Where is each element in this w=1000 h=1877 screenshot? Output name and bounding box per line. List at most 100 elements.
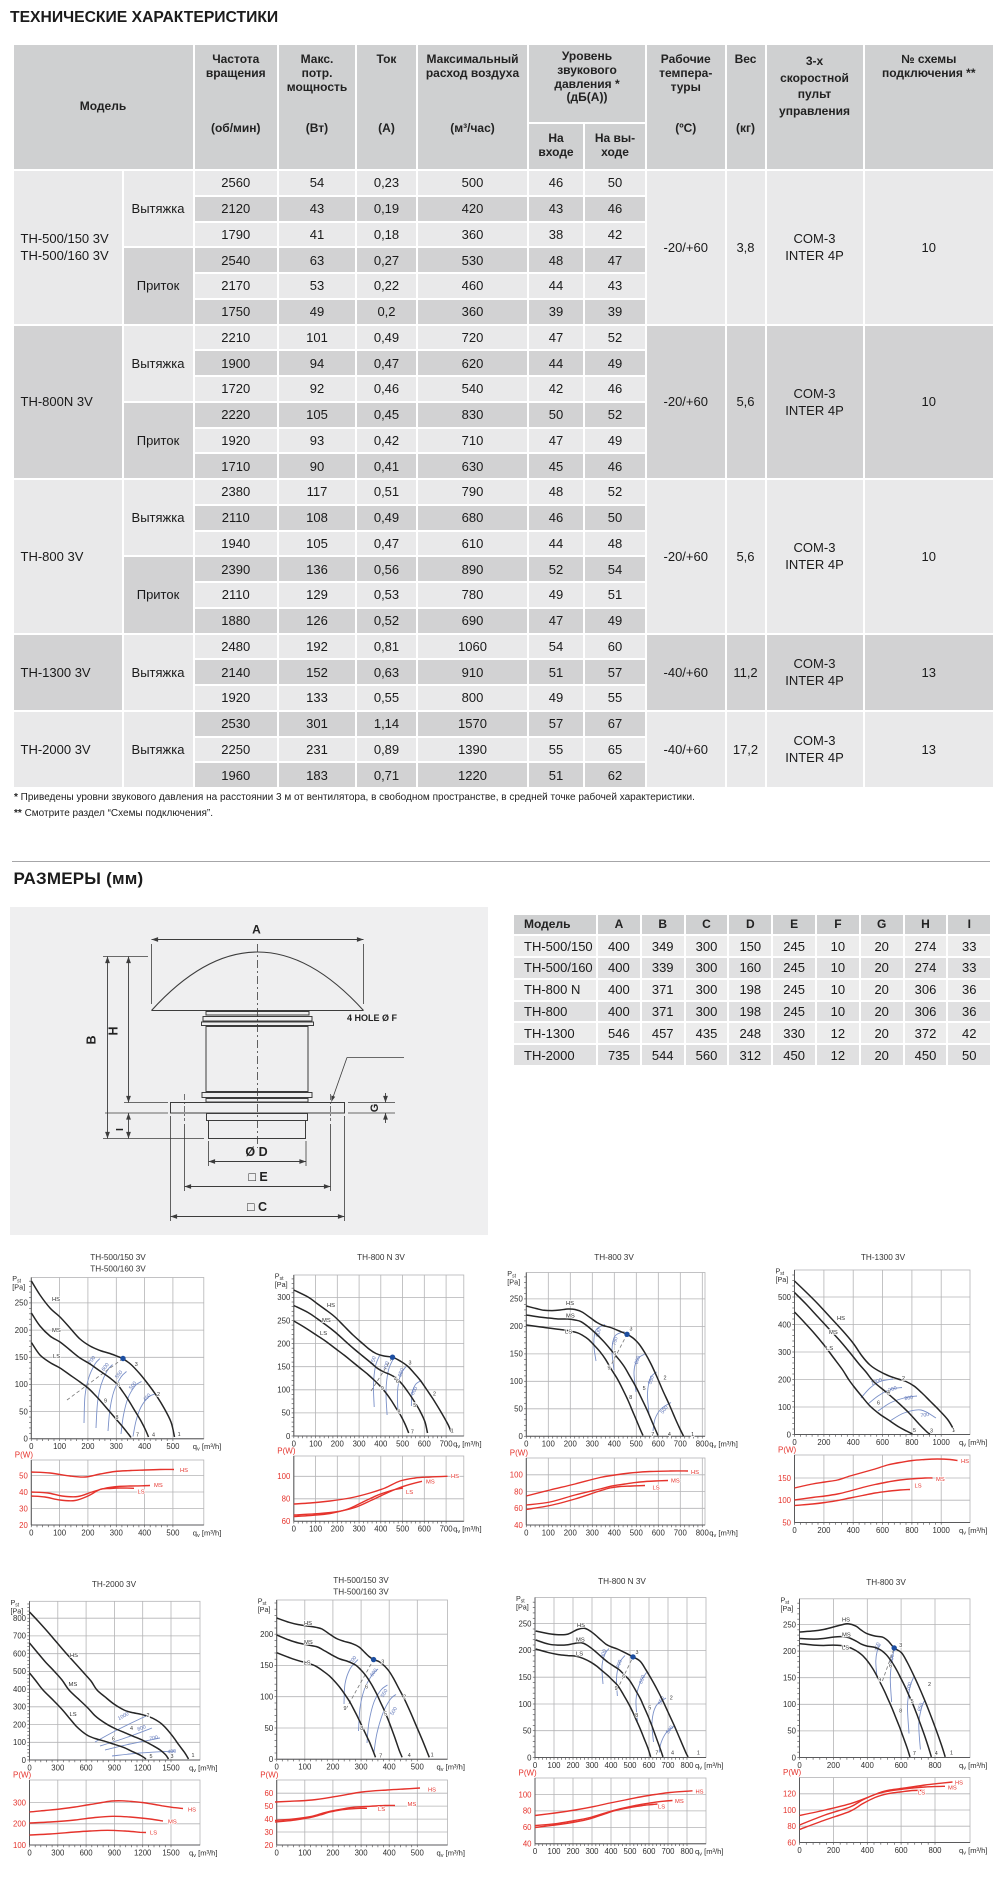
svg-text:LS: LS <box>138 1490 145 1496</box>
svg-text:300: 300 <box>51 1848 65 1857</box>
svg-text:0: 0 <box>275 1763 280 1772</box>
svg-text:650: 650 <box>397 1368 405 1378</box>
svg-text:600: 600 <box>101 1362 111 1373</box>
svg-text:0: 0 <box>286 1432 291 1441</box>
svg-text:P(W): P(W) <box>15 1451 34 1460</box>
svg-text:200: 200 <box>277 1339 291 1348</box>
svg-text:9: 9 <box>344 1706 347 1712</box>
svg-text:300: 300 <box>355 1848 369 1857</box>
svg-text:9: 9 <box>615 1686 618 1692</box>
svg-text:700: 700 <box>440 1525 454 1534</box>
svg-text:8: 8 <box>116 1415 119 1421</box>
svg-text:1: 1 <box>451 1429 454 1435</box>
svg-text:0: 0 <box>29 1442 34 1451</box>
svg-text:600: 600 <box>895 1846 909 1855</box>
svg-text:550: 550 <box>657 1695 666 1705</box>
svg-text:800: 800 <box>696 1528 710 1537</box>
svg-text:qv [m³/h]: qv [m³/h] <box>189 1848 218 1859</box>
svg-text:600: 600 <box>369 1668 379 1679</box>
svg-text:7: 7 <box>913 1751 916 1757</box>
svg-text:800: 800 <box>595 1328 603 1338</box>
svg-text:0: 0 <box>22 1756 27 1765</box>
svg-text:[Pa]: [Pa] <box>12 1283 25 1292</box>
svg-text:250: 250 <box>783 1620 797 1629</box>
svg-text:0: 0 <box>787 1430 792 1439</box>
svg-text:600: 600 <box>634 1355 642 1365</box>
svg-text:550: 550 <box>380 1688 390 1699</box>
svg-text:100: 100 <box>778 1403 792 1412</box>
svg-text:TH-800 3V: TH-800 3V <box>866 1578 906 1587</box>
svg-text:600: 600 <box>652 1440 666 1449</box>
svg-text:1000: 1000 <box>870 1377 883 1387</box>
svg-text:500: 500 <box>623 1761 637 1770</box>
svg-text:200: 200 <box>566 1847 580 1856</box>
svg-text:500: 500 <box>623 1847 637 1856</box>
svg-text:2: 2 <box>433 1392 436 1398</box>
svg-text:800: 800 <box>904 1395 914 1402</box>
svg-text:100: 100 <box>309 1525 323 1534</box>
svg-text:1: 1 <box>950 1751 953 1757</box>
svg-text:LS: LS <box>915 1484 922 1490</box>
svg-text:700: 700 <box>906 1682 914 1692</box>
svg-text:5: 5 <box>648 1706 651 1712</box>
svg-text:50: 50 <box>19 1407 28 1416</box>
svg-text:MS: MS <box>829 1330 838 1336</box>
svg-text:200: 200 <box>15 1326 29 1335</box>
svg-text:HS: HS <box>451 1474 459 1480</box>
svg-text:0: 0 <box>797 1761 802 1770</box>
svg-text:700: 700 <box>440 1439 454 1448</box>
svg-text:3: 3 <box>409 1361 412 1367</box>
svg-text:100: 100 <box>277 1472 291 1481</box>
svg-text:100: 100 <box>260 1693 274 1702</box>
svg-text:[Pa]: [Pa] <box>516 1603 529 1612</box>
svg-text:LS: LS <box>658 1805 665 1811</box>
svg-text:700: 700 <box>87 1355 97 1366</box>
svg-text:MS: MS <box>566 1314 575 1320</box>
svg-text:150: 150 <box>510 1350 524 1359</box>
svg-text:300: 300 <box>277 1293 291 1302</box>
svg-text:200: 200 <box>566 1761 580 1770</box>
svg-text:0: 0 <box>27 1763 32 1772</box>
svg-text:80: 80 <box>514 1487 523 1496</box>
svg-text:3: 3 <box>381 1660 384 1666</box>
svg-text:1500: 1500 <box>162 1763 180 1772</box>
svg-text:700: 700 <box>674 1440 688 1449</box>
svg-text:0: 0 <box>27 1848 32 1857</box>
svg-text:200: 200 <box>326 1763 340 1772</box>
svg-text:300: 300 <box>585 1761 599 1770</box>
svg-text:150: 150 <box>260 1661 274 1670</box>
svg-text:5: 5 <box>643 1386 646 1392</box>
svg-text:LS: LS <box>842 1646 849 1652</box>
svg-text:3: 3 <box>630 1327 633 1333</box>
svg-text:HS: HS <box>961 1459 969 1465</box>
svg-text:400: 400 <box>608 1528 622 1537</box>
svg-text:0: 0 <box>292 1439 297 1448</box>
svg-text:200: 200 <box>518 1646 532 1655</box>
svg-text:0: 0 <box>797 1846 802 1855</box>
svg-text:9: 9 <box>878 1678 881 1684</box>
svg-text:P(W): P(W) <box>778 1446 797 1455</box>
svg-text:250: 250 <box>277 1316 291 1325</box>
svg-text:P(W): P(W) <box>510 1449 529 1458</box>
svg-text:Pst: Pst <box>275 1272 284 1283</box>
svg-text:2: 2 <box>147 1713 150 1719</box>
svg-text:700: 700 <box>920 1412 930 1419</box>
svg-text:LS: LS <box>53 1354 60 1360</box>
svg-text:400: 400 <box>847 1438 861 1447</box>
svg-text:80: 80 <box>787 1822 796 1831</box>
svg-text:HS: HS <box>837 1316 845 1322</box>
svg-text:900: 900 <box>108 1848 122 1857</box>
svg-text:150: 150 <box>277 1363 291 1372</box>
svg-text:LS: LS <box>320 1331 327 1337</box>
svg-text:600: 600 <box>13 1650 27 1659</box>
svg-text:P(W): P(W) <box>519 1769 538 1778</box>
svg-text:0: 0 <box>527 1753 532 1762</box>
svg-text:[Pa]: [Pa] <box>776 1275 789 1284</box>
svg-text:4: 4 <box>152 1433 155 1439</box>
svg-text:□ E: □ E <box>248 1170 267 1184</box>
svg-text:Pst: Pst <box>507 1269 516 1280</box>
svg-text:5: 5 <box>150 1754 153 1760</box>
svg-text:8: 8 <box>398 1410 401 1416</box>
svg-text:[Pa]: [Pa] <box>781 1604 794 1613</box>
svg-text:750: 750 <box>370 1356 378 1366</box>
